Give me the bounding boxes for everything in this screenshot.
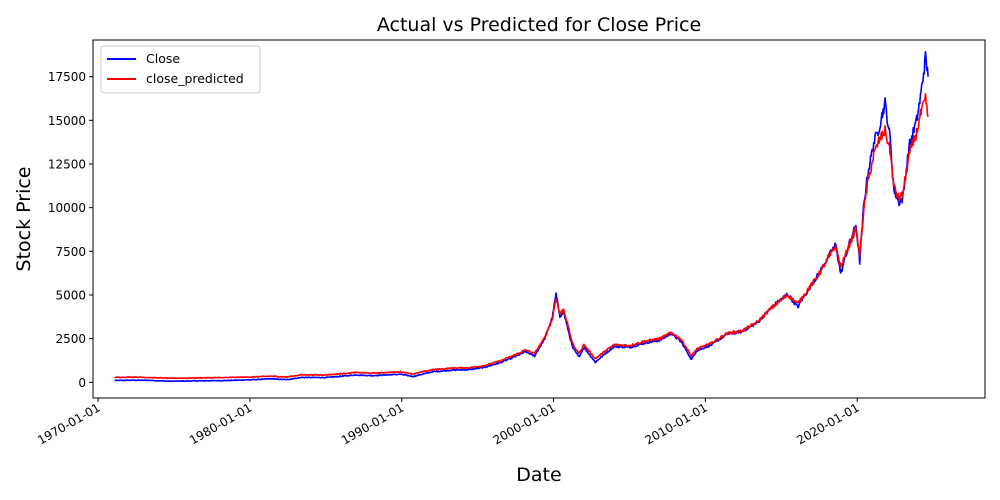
plot-area [114, 50, 929, 383]
legend-label-close: Close [146, 51, 180, 66]
x-tick-label: 2000-01-01 [491, 400, 558, 447]
y-tick-label: 0 [78, 376, 86, 390]
legend-label-close-predicted: close_predicted [146, 71, 244, 86]
legend-box [100, 45, 261, 94]
x-tick-label: 1990-01-01 [339, 400, 406, 447]
y-tick-label: 15000 [48, 114, 86, 128]
series-line-close [114, 50, 929, 383]
y-tick-label: 17500 [48, 70, 86, 84]
x-axis: 1970-01-01 1980-01-01 1990-01-01 2000-01-01… [35, 398, 862, 447]
y-axis-label: Stock Price [13, 167, 35, 272]
x-tick-label: 2020-01-01 [794, 400, 861, 447]
x-axis-label: Date [516, 464, 561, 486]
x-tick-label: 1970-01-01 [35, 400, 102, 447]
plot-frame [92, 39, 986, 399]
series-layer [114, 50, 929, 383]
x-tick-label: 1980-01-01 [187, 400, 254, 447]
series-line-close-predicted [114, 92, 929, 380]
chart-title: Actual vs Predicted for Close Price [377, 14, 701, 36]
y-tick-label: 10000 [48, 201, 86, 215]
y-axis: 0 2500 5000 7500 10000 12500 15000 17500 [48, 70, 93, 390]
y-tick-label: 12500 [48, 157, 86, 171]
y-tick-label: 2500 [55, 332, 86, 346]
legend: Close close_predicted [100, 45, 261, 94]
x-tick-label: 2010-01-01 [642, 400, 709, 447]
y-tick-label: 5000 [55, 288, 86, 302]
y-tick-label: 7500 [55, 245, 86, 259]
